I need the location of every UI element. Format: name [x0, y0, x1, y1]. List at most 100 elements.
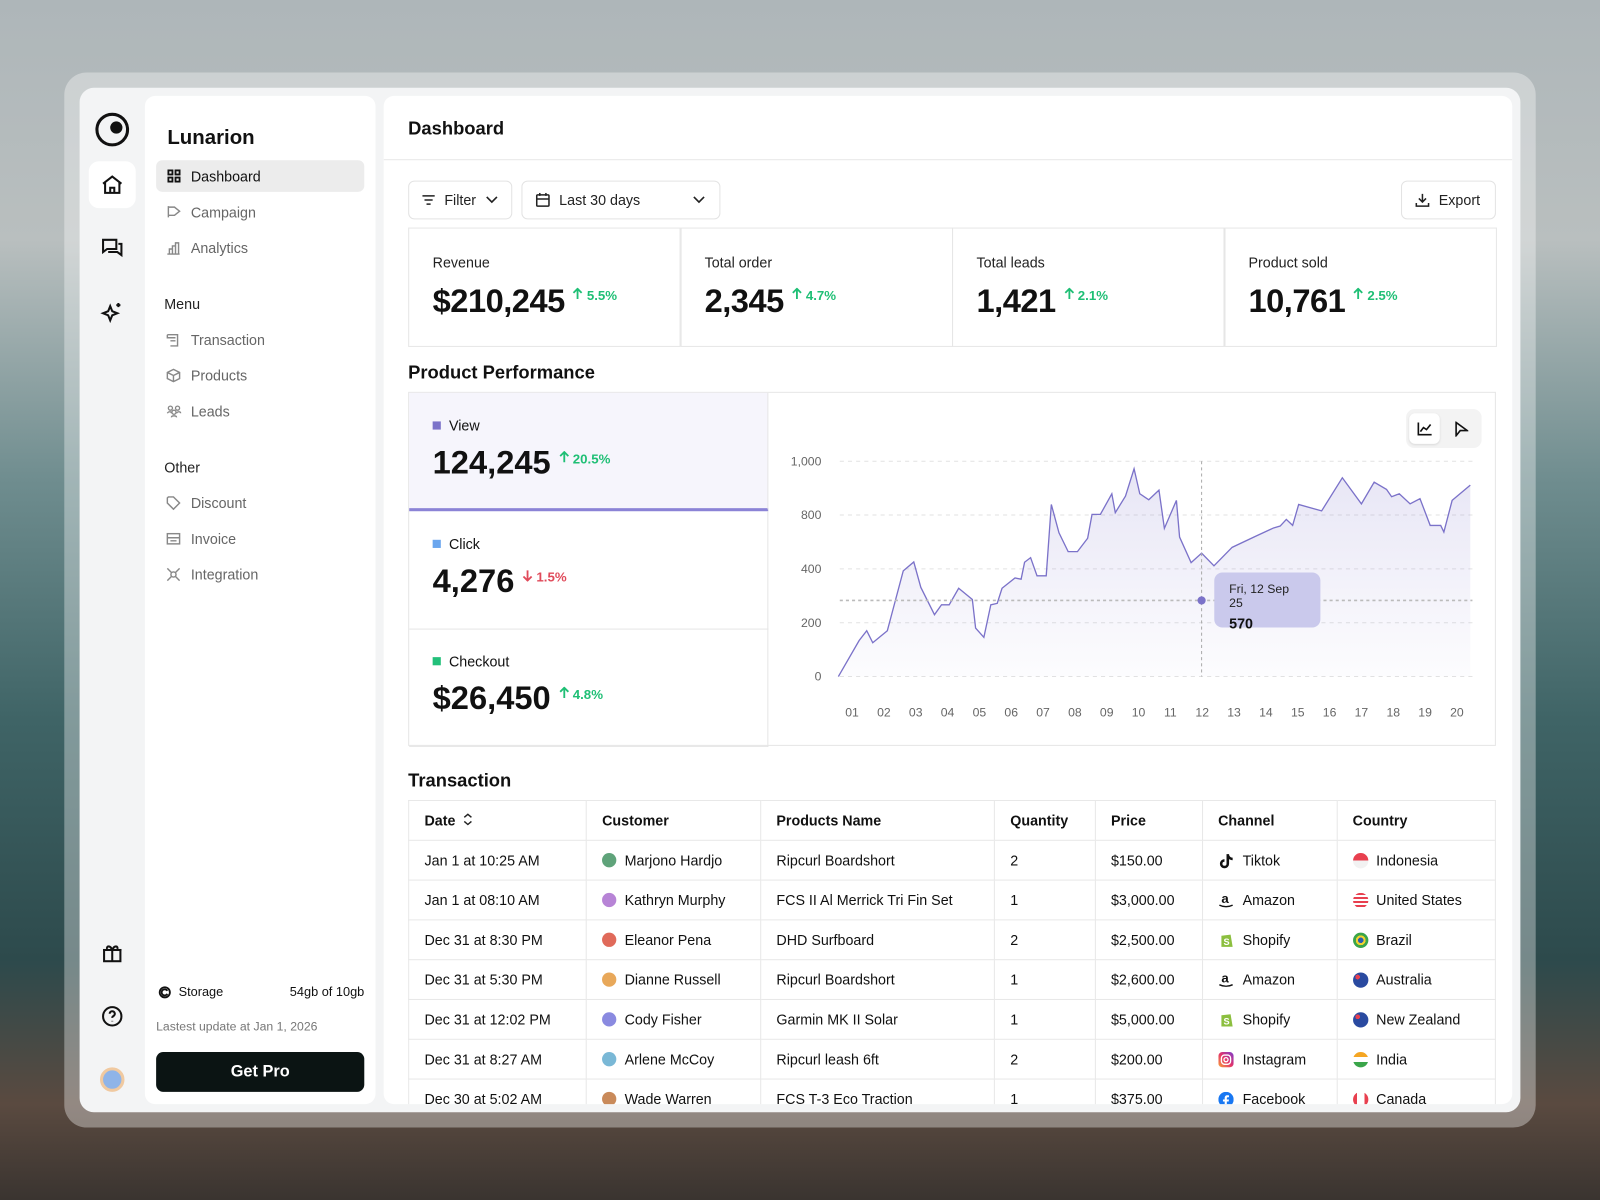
- sparkle-icon[interactable]: [89, 289, 136, 336]
- x-tick-label: 04: [941, 705, 955, 719]
- shopify-icon: S: [1218, 932, 1234, 948]
- facebook-icon: [1218, 1091, 1234, 1105]
- kpi-delta-value: 4.7%: [805, 287, 837, 304]
- other-section-title: Other: [164, 459, 201, 476]
- kpi-delta-value: 5.5%: [586, 287, 618, 304]
- help-icon[interactable]: [89, 993, 136, 1040]
- customer-name: Marjono Hardjo: [624, 852, 723, 869]
- cell-product: Ripcurl Boardshort: [760, 839, 995, 881]
- nav-transaction[interactable]: Transaction: [156, 323, 364, 355]
- user-avatar[interactable]: [89, 1056, 136, 1103]
- svg-text:S: S: [1223, 937, 1229, 947]
- table-row[interactable]: Dec 30 at 5:02 AM Wade Warren FCS T-3 Ec…: [408, 1078, 1496, 1105]
- icon-rail: [80, 88, 145, 1112]
- nav-analytics[interactable]: Analytics: [156, 232, 364, 264]
- column-header: Price: [1094, 799, 1203, 841]
- table-row[interactable]: Jan 1 at 08:10 AM Kathryn Murphy FCS II …: [408, 879, 1496, 921]
- kpi-card: Total leads 1,421 2.1%: [952, 227, 1225, 347]
- cell-country: Canada: [1336, 1078, 1496, 1105]
- integration-icon: [165, 566, 181, 582]
- kpi-card: Product sold 10,761 2.5%: [1223, 227, 1497, 347]
- kpi-delta: 2.1%: [1064, 287, 1108, 303]
- calendar-icon: [535, 192, 551, 208]
- arrow-up-icon: [559, 450, 569, 466]
- storage-row: Storage 54gb of 10gb: [156, 984, 364, 1000]
- chat-icon[interactable]: [89, 224, 136, 271]
- filter-icon: [421, 192, 436, 208]
- chevron-down-icon: [484, 192, 499, 208]
- get-pro-button[interactable]: Get Pro: [156, 1052, 365, 1092]
- cell-date: Dec 30 at 5:02 AM: [408, 1078, 587, 1105]
- page-title: Dashboard: [408, 118, 505, 139]
- tag-icon: [165, 494, 181, 510]
- customer-avatar: [602, 1091, 617, 1105]
- metric-delta: 1.5%: [522, 568, 567, 585]
- country-name: New Zealand: [1376, 1011, 1461, 1028]
- cell-product: FCS II Al Merrick Tri Fin Set: [760, 879, 995, 921]
- cell-customer: Marjono Hardjo: [585, 839, 762, 881]
- customer-name: Arlene McCoy: [624, 1051, 715, 1068]
- nav-campaign[interactable]: Campaign: [156, 196, 364, 228]
- line-chart-icon[interactable]: [1409, 413, 1440, 444]
- table-row[interactable]: Jan 1 at 10:25 AM Marjono Hardjo Ripcurl…: [408, 839, 1496, 881]
- column-header[interactable]: Date: [408, 799, 587, 841]
- tooltip-value: 570: [1229, 615, 1253, 633]
- export-button[interactable]: Export: [1401, 180, 1496, 220]
- nav-label: Campaign: [190, 203, 256, 220]
- cell-product: Ripcurl leash 6ft: [760, 1038, 995, 1080]
- filter-button[interactable]: Filter: [408, 180, 513, 220]
- metric-click[interactable]: Click 4,276 1.5%: [409, 510, 769, 630]
- home-icon[interactable]: [88, 161, 136, 209]
- nav-label: Integration: [190, 565, 259, 583]
- storage-label: Storage: [178, 984, 224, 999]
- flag-icon: [1352, 1051, 1368, 1067]
- nav-leads[interactable]: Leads: [156, 395, 364, 427]
- performance-chart[interactable]: 0 200 400 800 1,000 01 02 03 04 05 06 07 08 09 10 11 12 1…: [768, 393, 1497, 747]
- column-header-label: Customer: [602, 812, 669, 829]
- column-header: Customer: [585, 799, 762, 841]
- column-header: Quantity: [993, 799, 1096, 841]
- sort-icon[interactable]: [464, 812, 473, 828]
- storage-update: Lastest update at Jan 1, 2026: [156, 1019, 318, 1034]
- cell-customer: Eleanor Pena: [585, 919, 762, 961]
- customer-name: Dianne Russell: [624, 971, 721, 988]
- svg-text:a: a: [1221, 892, 1229, 906]
- kpi-value: 1,421: [976, 282, 1057, 320]
- menu-section-title: Menu: [164, 295, 201, 313]
- metric-delta-value: 1.5%: [536, 568, 567, 585]
- date-range-select[interactable]: Last 30 days: [521, 180, 721, 220]
- chevron-down-icon: [691, 192, 707, 208]
- nav-integration[interactable]: Integration: [156, 558, 364, 590]
- cell-quantity: 1: [993, 879, 1096, 921]
- storage-icon: [156, 984, 172, 1000]
- table-row[interactable]: Dec 31 at 5:30 PM Dianne Russell Ripcurl…: [408, 959, 1496, 1000]
- metric-delta-value: 4.8%: [572, 686, 603, 703]
- country-name: Australia: [1376, 971, 1432, 988]
- legend-swatch: [432, 539, 441, 548]
- nav-products[interactable]: Products: [156, 359, 364, 391]
- channel-name: Tiktok: [1242, 852, 1281, 869]
- kpi-card: Total order 2,345 4.7%: [680, 227, 953, 347]
- table-row[interactable]: Dec 31 at 12:02 PM Cody Fisher Garmin MK…: [408, 998, 1496, 1040]
- table-row[interactable]: Dec 31 at 8:30 PM Eleanor Pena DHD Surfb…: [408, 919, 1496, 961]
- amazon-icon: a: [1218, 971, 1234, 987]
- x-tick-label: 03: [909, 705, 923, 719]
- cell-price: $5,000.00: [1094, 998, 1203, 1040]
- cursor-icon[interactable]: [1446, 413, 1477, 444]
- shopify-icon: S: [1218, 1011, 1234, 1027]
- metric-view[interactable]: View 124,245 20.5%: [409, 392, 769, 512]
- brand-name: Lunarion: [167, 126, 255, 149]
- moon-logo-icon: [89, 106, 136, 153]
- area-fill: [838, 468, 1471, 677]
- table-row[interactable]: Dec 31 at 8:27 AM Arlene McCoy Ripcurl l…: [408, 1038, 1496, 1080]
- kpi-delta: 5.5%: [573, 287, 618, 304]
- flag-icon: [1352, 1011, 1368, 1028]
- legend-swatch: [432, 657, 441, 666]
- gift-icon[interactable]: [89, 930, 136, 977]
- svg-text:a: a: [1221, 971, 1229, 985]
- customer-name: Eleanor Pena: [624, 931, 712, 948]
- nav-discount[interactable]: Discount: [156, 487, 364, 519]
- nav-dashboard[interactable]: Dashboard: [156, 160, 365, 192]
- metric-checkout[interactable]: Checkout $26,450 4.8%: [409, 628, 769, 747]
- nav-invoice[interactable]: Invoice: [156, 522, 364, 554]
